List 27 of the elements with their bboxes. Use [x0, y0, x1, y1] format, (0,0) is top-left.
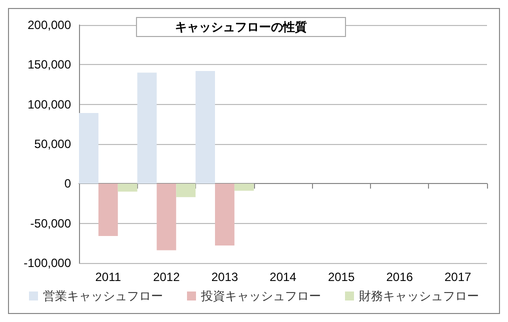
y-tick-label: 150,000: [28, 58, 72, 72]
legend-label: 営業キャッシュフロー: [43, 289, 163, 303]
y-tick-label: 200,000: [28, 18, 72, 32]
bar: [137, 72, 157, 184]
bar: [118, 184, 138, 192]
y-tick-label: -100,000: [24, 256, 72, 270]
x-tick-label: 2015: [328, 270, 355, 284]
y-tick-label: 100,000: [28, 97, 72, 112]
bar: [176, 184, 196, 198]
title-frame: キャッシュフローの性質: [136, 17, 346, 37]
x-tick-label: 2017: [444, 270, 472, 284]
bar: [79, 113, 98, 184]
y-tick-label: -50,000: [30, 216, 72, 230]
x-tick-label: 2012: [153, 270, 180, 284]
bar: [156, 184, 176, 250]
y-tick-label: 50,000: [34, 137, 72, 151]
bar: [196, 71, 215, 184]
bar: [234, 184, 254, 191]
bar: [215, 184, 234, 246]
x-tick-label: 2016: [386, 270, 414, 284]
x-tick-label: 2014: [270, 270, 297, 284]
legend-label: 投資キャッシュフロー: [200, 289, 321, 303]
y-tick-label: 0: [64, 176, 72, 191]
x-tick-label: 2011: [95, 270, 122, 284]
x-tick-label: 2013: [211, 270, 238, 284]
legend-label: 財務キャッシュフロー: [359, 289, 479, 303]
bar: [98, 184, 118, 236]
